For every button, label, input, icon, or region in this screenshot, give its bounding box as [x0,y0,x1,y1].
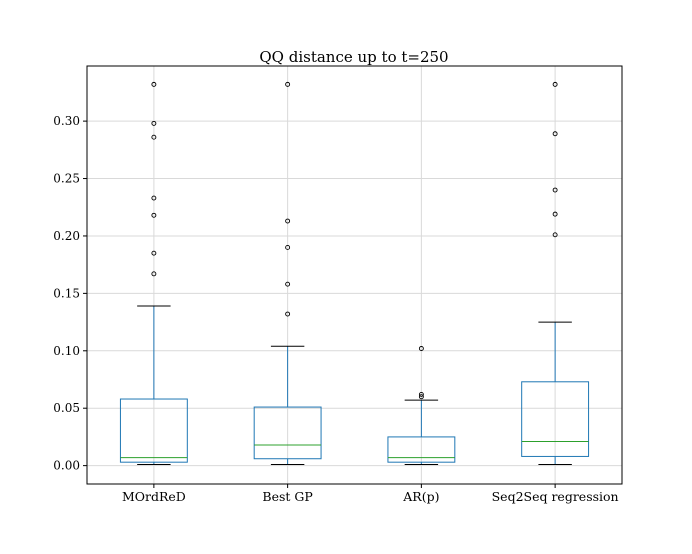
outlier-point [285,281,291,287]
box-1 [119,81,188,465]
box-3 [387,346,456,465]
outlier-point [151,120,157,126]
iqr-box [253,406,322,460]
y-tick-label: 0.20 [53,229,80,243]
y-tick-label: 0.05 [53,401,80,415]
outlier-point [151,134,157,140]
iqr-box [387,436,456,463]
x-category-label: Seq2Seq regression [492,489,619,504]
outlier-point [552,81,558,87]
grid-layer [87,66,622,484]
y-tick-label: 0.00 [53,459,80,473]
outlier-point [151,250,157,256]
outlier-point [285,81,291,87]
outlier-point [285,218,291,224]
box-layer [119,81,590,465]
outlier-point [151,195,157,201]
chart-title: QQ distance up to t=250 [259,48,448,66]
x-category-label: AR(p) [402,489,439,504]
outlier-point [418,391,424,397]
outlier-point [151,81,157,87]
outlier-point [552,232,558,238]
outlier-point [418,394,424,400]
x-axis-ticks: MOrdReD Best GP AR(p) Seq2Seq regression [122,484,619,504]
x-category-label: MOrdReD [122,489,186,504]
outlier-point [552,211,558,217]
outlier-point [552,131,558,137]
box-2 [253,81,322,465]
y-tick-label: 0.25 [53,172,80,186]
y-axis-ticks: 0.00 0.05 0.10 0.15 0.20 0.25 0.30 [53,114,87,473]
y-tick-label: 0.15 [53,286,80,300]
iqr-box [521,381,590,457]
outlier-point [418,346,424,351]
outlier-point [151,212,157,218]
y-tick-label: 0.10 [53,344,80,358]
plot-frame [86,65,623,485]
outlier-point [552,187,558,193]
iqr-box [119,398,188,463]
x-category-label: Best GP [262,489,312,504]
outlier-point [285,311,291,317]
y-tick-label: 0.30 [53,114,80,128]
box-4 [521,81,590,465]
outlier-point [285,244,291,250]
outlier-point [151,271,157,277]
